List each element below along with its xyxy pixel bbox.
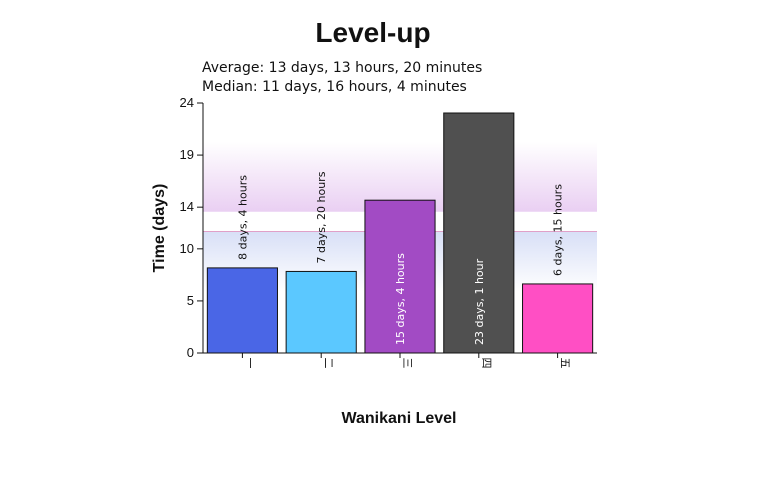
x-tick-label: 五 (559, 358, 572, 369)
x-tick-label: 三 (401, 358, 414, 369)
x-tick-label: 四 (480, 358, 493, 369)
bar-data-label: 23 days, 1 hour (473, 258, 486, 345)
y-tick-label: 10 (180, 241, 194, 256)
y-tick-label: 5 (187, 293, 194, 308)
median-stat: Median: 11 days, 16 hours, 4 minutes (202, 79, 467, 95)
y-axis: 0 5 10 14 19 24 (180, 95, 204, 360)
bar-data-label: 15 days, 4 hours (394, 253, 407, 345)
y-axis-label: Time (days) (151, 184, 168, 273)
y-tick-label: 24 (180, 95, 194, 110)
x-tick-label: 二 (322, 358, 335, 369)
y-tick-label: 14 (180, 199, 194, 214)
bar-data-label: 7 days, 20 hours (315, 171, 328, 263)
bar-2[interactable] (285, 270, 357, 354)
bar-4[interactable] (443, 112, 515, 354)
chart-title: Level-up (315, 17, 430, 48)
bar-data-label: 6 days, 15 hours (552, 184, 565, 276)
x-axis-label: Wanikani Level (342, 410, 457, 427)
bar-5[interactable] (522, 283, 594, 354)
y-tick-label: 19 (180, 147, 194, 162)
bar-data-label: 8 days, 4 hours (236, 175, 249, 260)
x-tick-label: 一 (243, 358, 256, 369)
bars-group (206, 112, 594, 354)
bar-labels-group: 8 days, 4 hours 7 days, 20 hours 15 days, … (236, 171, 564, 345)
x-axis: 一二三四五 (203, 352, 597, 369)
bar-1[interactable] (206, 267, 278, 354)
y-tick-label: 0 (187, 345, 194, 360)
average-stat: Average: 13 days, 13 hours, 20 minutes (202, 60, 482, 76)
